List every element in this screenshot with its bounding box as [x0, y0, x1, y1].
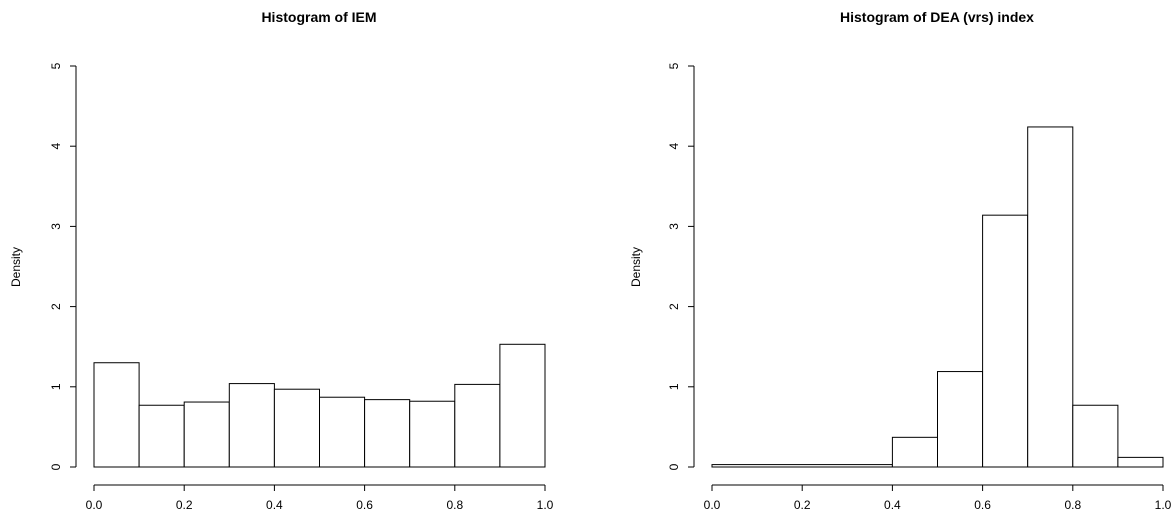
histogram-bar — [454, 383, 501, 468]
chart-title: Histogram of DEA (vrs) index — [840, 9, 1034, 25]
y-tick-label: 5 — [667, 62, 681, 69]
histogram-bar — [138, 404, 185, 468]
y-axis: 0 1 2 3 4 5 — [49, 62, 77, 470]
histogram-bar — [364, 399, 411, 468]
x-tick-label: 1.0 — [537, 498, 554, 512]
histogram-bar — [1117, 456, 1164, 468]
chart-title: Histogram of IEM — [261, 9, 376, 25]
y-axis: 0 1 2 3 4 5 — [667, 62, 695, 470]
histogram-bar — [183, 401, 230, 468]
y-tick-label: 2 — [49, 303, 63, 310]
x-tick-label: 0.8 — [446, 498, 463, 512]
y-tick-label: 4 — [667, 143, 681, 150]
histogram-bar — [499, 343, 546, 468]
y-tick-label: 2 — [667, 303, 681, 310]
y-tick-label: 1 — [49, 383, 63, 390]
y-tick-label: 1 — [667, 383, 681, 390]
histogram-panel-iem: Histogram of IEM Density 0.0 0.2 0.4 0.6 0.8… — [9, 9, 554, 512]
histogram-bar — [711, 464, 893, 468]
y-tick-label: 3 — [49, 223, 63, 230]
x-tick-label: 0.0 — [86, 498, 103, 512]
histogram-bar — [1072, 404, 1119, 468]
x-axis: 0.0 0.2 0.4 0.6 0.8 1.0 — [86, 484, 554, 512]
x-tick-label: 0.4 — [266, 498, 283, 512]
histogram-bar — [982, 214, 1029, 468]
x-tick-label: 0.2 — [794, 498, 811, 512]
y-axis-label: Density — [9, 247, 23, 287]
x-tick-label: 0.4 — [884, 498, 901, 512]
histogram-bar — [409, 400, 456, 468]
x-tick-label: 0.2 — [176, 498, 193, 512]
y-tick-label: 3 — [667, 223, 681, 230]
histogram-bar — [1027, 126, 1074, 468]
histogram-bar — [319, 396, 366, 468]
histogram-bar — [228, 383, 275, 468]
histogram-bar — [937, 371, 984, 468]
bar-group — [93, 343, 546, 468]
x-tick-label: 0.8 — [1064, 498, 1081, 512]
histogram-panel-dea-vrs: Histogram of DEA (vrs) index Density 0.0… — [629, 9, 1172, 512]
bar-group — [711, 126, 1164, 468]
y-tick-label: 0 — [667, 463, 681, 470]
x-tick-label: 0.6 — [974, 498, 991, 512]
y-tick-label: 4 — [49, 143, 63, 150]
y-tick-label: 5 — [49, 62, 63, 69]
y-tick-label: 0 — [49, 463, 63, 470]
x-axis: 0.0 0.2 0.4 0.6 0.8 1.0 — [704, 484, 1172, 512]
histogram-bar — [273, 388, 320, 468]
x-tick-label: 1.0 — [1155, 498, 1172, 512]
histogram-bar — [891, 436, 939, 468]
x-tick-label: 0.0 — [704, 498, 721, 512]
x-tick-label: 0.6 — [356, 498, 373, 512]
histogram-bar — [93, 362, 140, 468]
y-axis-label: Density — [629, 247, 643, 287]
